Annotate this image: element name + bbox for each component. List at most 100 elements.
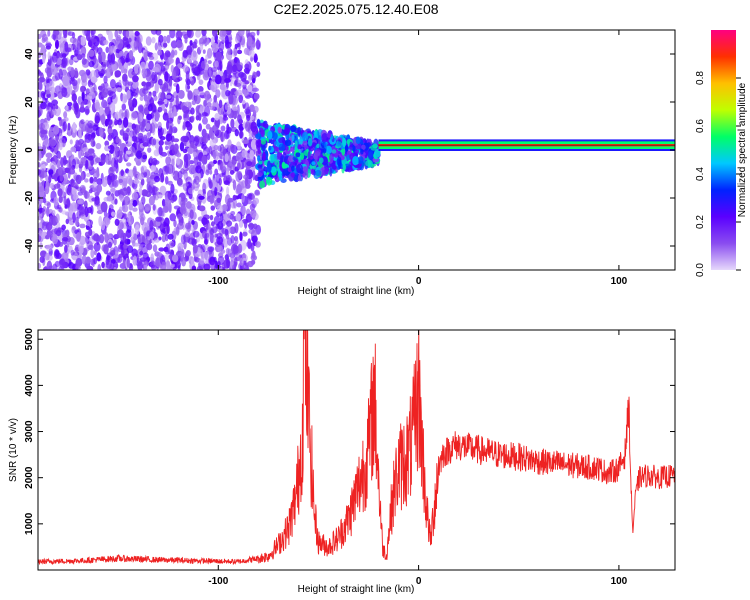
spectrogram-cell [55, 39, 59, 50]
spectrogram-cell [151, 37, 156, 44]
spectrogram-cell [231, 108, 239, 119]
spectrogram-cell [234, 129, 239, 137]
spectrogram-cell [187, 147, 194, 155]
y-tick-label: 0 [24, 147, 35, 153]
spectrogram-cell [238, 243, 243, 253]
spectrogram-cell [68, 210, 74, 218]
spectrogram-cell [123, 68, 128, 75]
spectrogram-cell [206, 101, 212, 108]
spectrogram-cell [89, 176, 94, 184]
spectrogram-cell [70, 146, 77, 153]
spectrogram-cell [248, 49, 255, 58]
spectrogram-cell [302, 166, 309, 173]
spectrogram-cell [287, 155, 295, 163]
spectrogram-cell [324, 166, 329, 175]
spectrogram-cell [372, 157, 380, 163]
snr-x-label: Height of straight line (km) [298, 584, 415, 595]
spectrogram-cell [230, 235, 235, 244]
spectrogram-cell [224, 153, 229, 163]
spectrogram-cell [201, 30, 207, 37]
spectrogram-cell [119, 195, 125, 202]
spectrogram-cell [106, 254, 111, 261]
spectrogram-cell [291, 165, 295, 172]
spectrogram-cell [79, 223, 86, 229]
spectrogram-cell [355, 136, 361, 145]
spectrogram-cell [91, 38, 97, 43]
spectrogram-cell [114, 147, 120, 152]
spectrogram-cell [138, 206, 144, 218]
spectrogram-cell [146, 243, 153, 251]
spectrogram-cell [66, 84, 73, 95]
spectrogram-cell [158, 247, 165, 252]
spectrogram-cell [110, 45, 116, 54]
spectrogram-cell [239, 35, 246, 46]
spectrogram-cell [81, 90, 85, 102]
spectrogram-cell [249, 203, 256, 211]
spectrogram-cell [300, 152, 305, 161]
spectrogram-cell [251, 235, 258, 243]
spectrogram-cell [186, 122, 193, 131]
spectrogram-cell [154, 175, 160, 183]
spectrogram-cell [108, 204, 114, 211]
spectrogram-cell [111, 211, 116, 217]
spectrogram-cell [114, 30, 119, 39]
spectrogram-cell [45, 180, 50, 190]
snr-marks [38, 330, 675, 566]
spectrogram-cell [253, 197, 260, 205]
spectrogram-cell [212, 151, 217, 160]
spectrogram-cell [183, 154, 189, 163]
spectrogram-cell [72, 38, 79, 49]
y-tick-label: 5000 [24, 328, 35, 351]
spectrogram-cell [252, 250, 256, 260]
spectrogram-cell [200, 142, 204, 149]
spectrogram-cell [101, 99, 108, 109]
spectrogram-cell [258, 160, 263, 165]
spectrogram-cell [38, 109, 41, 119]
spectrogram-cell [227, 145, 231, 153]
spectrogram-cell [235, 213, 241, 222]
spectrogram-cell [211, 75, 216, 83]
figure-title: C2E2.2025.075.12.40.E08 [273, 1, 438, 17]
spectrogram-cell [128, 37, 132, 43]
spectrogram-cell [85, 159, 89, 170]
y-tick-label: 1000 [24, 512, 35, 535]
colorbar-scale [711, 30, 736, 270]
spectrogram-cell [214, 60, 219, 68]
spectrogram-cell [85, 108, 90, 114]
spectrogram-cell [236, 171, 242, 179]
spectrogram-cell [158, 34, 164, 43]
spectrogram-cell [225, 89, 231, 97]
spectrogram-cell [169, 30, 176, 39]
spectrogram-cell [205, 54, 210, 60]
spectrogram-cell [210, 221, 215, 227]
spectrogram-cell [152, 244, 158, 253]
spectrogram-cell [214, 186, 218, 197]
spectrogram-cell [187, 187, 194, 195]
spectrogram-cell [242, 205, 246, 215]
spectrogram-cell [122, 259, 126, 269]
spectrogram-cell [75, 174, 82, 185]
spectrogram-cell [170, 242, 176, 247]
spectrogram-cell [163, 52, 169, 61]
spectrogram-cell [198, 91, 205, 96]
spectrogram-cell [129, 32, 136, 38]
spectrogram-cell [176, 222, 184, 230]
spectrogram-cell [58, 241, 64, 247]
spectrogram-cell [46, 206, 50, 217]
spectrogram-cell [173, 128, 178, 133]
spectrogram-cell [67, 185, 72, 194]
spectrogram-cell [218, 99, 223, 109]
spectrogram-cell [88, 91, 96, 100]
spectrogram-cell [73, 67, 79, 79]
spectrogram-cell [82, 30, 87, 36]
spectrogram-cell [79, 161, 84, 169]
spectrogram-cell [150, 264, 157, 270]
spectrogram-cell [150, 138, 155, 146]
spectrogram-cell [78, 148, 82, 159]
spectrogram-cell [249, 149, 255, 160]
spectrogram-cell [239, 231, 243, 242]
spectrogram-cell [274, 158, 278, 166]
spectrogram-cell [255, 241, 261, 248]
spectrogram-cell [112, 149, 118, 159]
spectrogram-cell [41, 33, 48, 42]
